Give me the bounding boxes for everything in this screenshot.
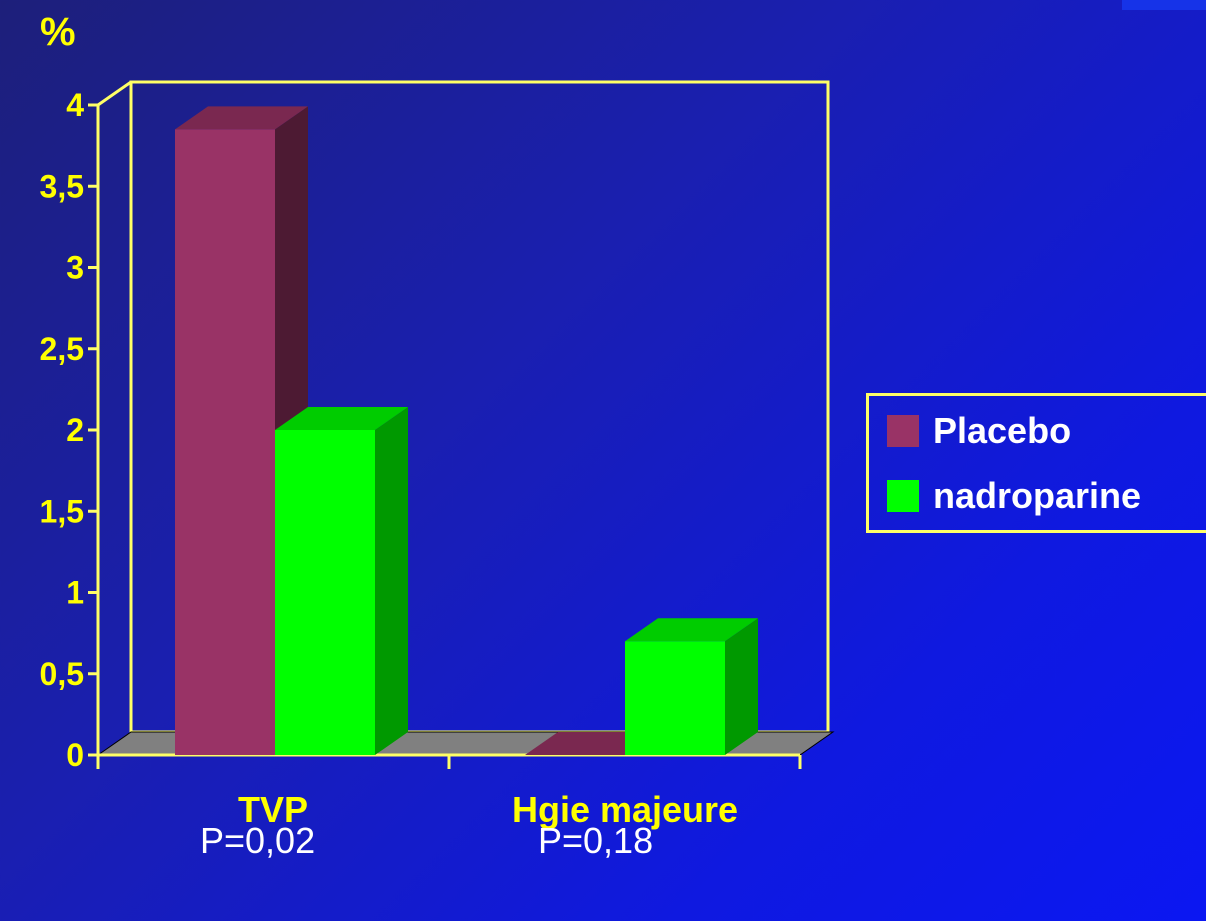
- y-axis-ticks: 0 0,5 1 1,5 2 2,5 3 3,5 4: [40, 87, 98, 773]
- bar-placebo-1: [525, 732, 658, 755]
- y-tick-label-3: 1,5: [40, 493, 84, 529]
- bar-front-nadroparine-1: [625, 641, 725, 755]
- legend-item-placebo: Placebo: [887, 410, 1072, 451]
- bar-top-nadroparine-1: [625, 618, 758, 642]
- y-axis-label: %: [40, 10, 76, 54]
- legend-swatch-placebo: [887, 415, 919, 447]
- p-value-tvp: P=0,02: [200, 820, 316, 861]
- category-label-0: TVP: [238, 789, 308, 830]
- legend-item-nadroparine: nadroparine: [887, 475, 1142, 516]
- bar-front-nadroparine-0: [275, 430, 375, 755]
- y-tick-label-5: 2,5: [40, 331, 84, 367]
- corner-mark: [1122, 0, 1206, 10]
- y-tick-label-7: 3,5: [40, 168, 84, 204]
- bar-top-nadroparine-0: [275, 407, 408, 430]
- bar-nadroparine-1: [625, 618, 758, 755]
- p-value-hgie: P=0,18: [538, 820, 654, 861]
- bar-side-nadroparine-1: [725, 618, 758, 755]
- y-tick-label-4: 2: [66, 412, 84, 448]
- legend-label-nadroparine: nadroparine: [933, 475, 1142, 516]
- bar-front-placebo-0: [175, 129, 275, 755]
- legend: Placebo nadroparine: [866, 393, 1206, 533]
- x-axis-categories: TVP Hgie majeure: [238, 789, 738, 830]
- bar-top-placebo-1: [525, 732, 658, 755]
- y-tick-label-1: 0,5: [40, 656, 84, 692]
- bar-nadroparine-0: [275, 407, 408, 755]
- left-wall-edge: [97, 80, 132, 107]
- y-tick-label-6: 3: [66, 250, 84, 286]
- y-tick-label-8: 4: [66, 87, 84, 123]
- legend-label-placebo: Placebo: [933, 410, 1072, 451]
- category-label-1: Hgie majeure: [512, 789, 738, 830]
- y-tick-label-0: 0: [66, 737, 84, 773]
- bar-top-placebo-0: [175, 106, 308, 130]
- bars: [175, 106, 758, 755]
- bar-side-nadroparine-0: [375, 407, 408, 755]
- y-tick-label-2: 1: [66, 575, 84, 611]
- legend-swatch-nadroparine: [887, 480, 919, 512]
